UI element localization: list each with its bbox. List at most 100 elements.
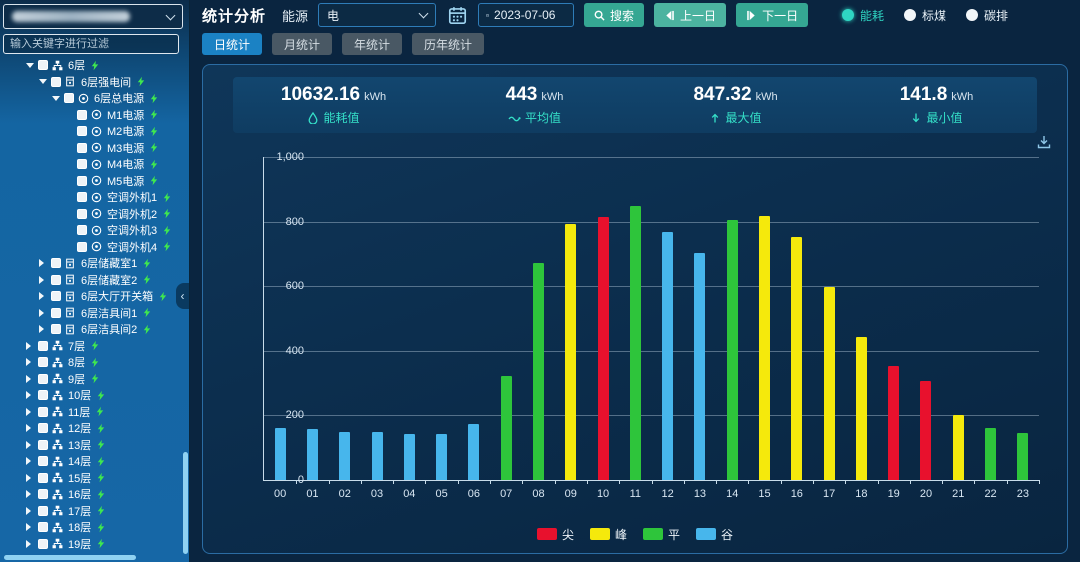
metric-radio[interactable]: 能耗 xyxy=(841,7,884,24)
tree-item[interactable]: 6层洁具间2 xyxy=(0,321,186,338)
metric-radio[interactable]: 标煤 xyxy=(903,7,946,24)
org-select[interactable] xyxy=(3,4,183,29)
tree-item[interactable]: 6层 xyxy=(0,57,186,74)
tab-yearly[interactable]: 年统计 xyxy=(342,33,403,55)
tree-expand-closed-icon[interactable] xyxy=(39,292,47,301)
metric-radio[interactable]: 碳排 xyxy=(965,7,1008,24)
tree-item[interactable]: M3电源 xyxy=(0,140,186,157)
tree-expand-closed-icon[interactable] xyxy=(26,539,34,548)
tree-item[interactable]: 15层 xyxy=(0,470,186,487)
tree-checkbox[interactable] xyxy=(38,373,48,384)
tree-item[interactable]: 6层总电源 xyxy=(0,90,186,107)
tab-monthly[interactable]: 月统计 xyxy=(272,33,333,55)
tree-item[interactable]: 空调外机2 xyxy=(0,206,186,223)
tree-checkbox[interactable] xyxy=(51,307,61,318)
tree-filter-input[interactable] xyxy=(3,34,179,54)
search-button[interactable]: 搜索 xyxy=(584,3,645,27)
legend-item-peak[interactable]: 峰 xyxy=(589,526,627,543)
tree-expand-closed-icon[interactable] xyxy=(26,407,34,416)
legend-item-sharp[interactable]: 尖 xyxy=(536,526,574,543)
tree-item[interactable]: 6层强电间 xyxy=(0,74,186,91)
tree-checkbox[interactable] xyxy=(77,208,87,219)
tree-item[interactable]: 6层大厅开关箱 xyxy=(0,288,186,305)
tree-checkbox[interactable] xyxy=(38,439,48,450)
tree-expand-open-icon[interactable] xyxy=(39,79,47,85)
tree-expand-closed-icon[interactable] xyxy=(26,440,34,449)
tree-expand-closed-icon[interactable] xyxy=(26,424,34,433)
tree-checkbox[interactable] xyxy=(51,324,61,335)
tree-expand-closed-icon[interactable] xyxy=(26,506,34,515)
tree-checkbox[interactable] xyxy=(77,241,87,252)
tree-checkbox[interactable] xyxy=(38,357,48,368)
tree-expand-closed-icon[interactable] xyxy=(26,457,34,466)
tree-item[interactable]: 10层 xyxy=(0,387,186,404)
tree-checkbox[interactable] xyxy=(77,126,87,137)
tree-checkbox[interactable] xyxy=(77,225,87,236)
legend-item-valley[interactable]: 谷 xyxy=(696,526,733,543)
tree-item[interactable]: 18层 xyxy=(0,519,186,536)
tree-checkbox[interactable] xyxy=(51,274,61,285)
tree-checkbox[interactable] xyxy=(77,192,87,203)
tree-item[interactable]: M1电源 xyxy=(0,107,186,124)
tree-checkbox[interactable] xyxy=(38,456,48,467)
tree-item[interactable]: M4电源 xyxy=(0,156,186,173)
tree-expand-closed-icon[interactable] xyxy=(39,275,47,284)
tree-checkbox[interactable] xyxy=(38,60,48,71)
tree-checkbox[interactable] xyxy=(38,505,48,516)
tree-checkbox[interactable] xyxy=(38,538,48,549)
tree-item[interactable]: 空调外机3 xyxy=(0,222,186,239)
tree-checkbox[interactable] xyxy=(77,109,87,120)
tree-item[interactable]: 空调外机1 xyxy=(0,189,186,206)
sidebar-collapse-handle[interactable]: ‹ xyxy=(176,283,189,309)
tree-checkbox[interactable] xyxy=(51,76,61,87)
tree-checkbox[interactable] xyxy=(38,406,48,417)
tree-item[interactable]: 6层洁具间1 xyxy=(0,305,186,322)
tree-expand-closed-icon[interactable] xyxy=(26,374,34,383)
tree-item[interactable]: M2电源 xyxy=(0,123,186,140)
tree-expand-closed-icon[interactable] xyxy=(26,358,34,367)
tree-checkbox[interactable] xyxy=(64,93,74,104)
prev-day-button[interactable]: 上一日 xyxy=(654,3,727,27)
download-chart-button[interactable] xyxy=(1037,135,1051,149)
tree-item[interactable]: 16层 xyxy=(0,486,186,503)
tree-item[interactable]: 17层 xyxy=(0,503,186,520)
tree-checkbox[interactable] xyxy=(38,340,48,351)
tree-checkbox[interactable] xyxy=(38,423,48,434)
tab-daily[interactable]: 日统计 xyxy=(202,33,263,55)
legend-item-flat[interactable]: 平 xyxy=(643,526,680,543)
tree-expand-closed-icon[interactable] xyxy=(26,391,34,400)
tree-item[interactable]: 19层 xyxy=(0,536,186,553)
tree-item[interactable]: 12层 xyxy=(0,420,186,437)
tree-expand-closed-icon[interactable] xyxy=(39,325,47,334)
tree-expand-closed-icon[interactable] xyxy=(39,308,47,317)
tree-item[interactable]: 9层 xyxy=(0,371,186,388)
tree-item[interactable]: 11层 xyxy=(0,404,186,421)
sidebar-vertical-scrollbar[interactable] xyxy=(183,452,188,554)
tree-item[interactable]: 6层储藏室1 xyxy=(0,255,186,272)
date-input[interactable] xyxy=(494,8,567,22)
tree-item[interactable]: 13层 xyxy=(0,437,186,454)
tree-expand-closed-icon[interactable] xyxy=(26,341,34,350)
tree-checkbox[interactable] xyxy=(51,258,61,269)
tree-item[interactable]: 7层 xyxy=(0,338,186,355)
tree-checkbox[interactable] xyxy=(77,142,87,153)
tree-item[interactable]: 8层 xyxy=(0,354,186,371)
tree-checkbox[interactable] xyxy=(51,291,61,302)
tree-checkbox[interactable] xyxy=(38,390,48,401)
tree-expand-closed-icon[interactable] xyxy=(39,259,47,268)
tree-expand-closed-icon[interactable] xyxy=(26,523,34,532)
tree-item[interactable]: 6层储藏室2 xyxy=(0,272,186,289)
tree-expand-open-icon[interactable] xyxy=(26,62,34,68)
tree-expand-open-icon[interactable] xyxy=(52,95,60,101)
tree-checkbox[interactable] xyxy=(38,522,48,533)
tree-item[interactable]: 14层 xyxy=(0,453,186,470)
tree-expand-closed-icon[interactable] xyxy=(26,490,34,499)
tree-checkbox[interactable] xyxy=(38,472,48,483)
tree-item[interactable]: 空调外机4 xyxy=(0,239,186,256)
tree-checkbox[interactable] xyxy=(38,489,48,500)
energy-select[interactable]: 电 xyxy=(318,3,437,27)
sidebar-horizontal-scrollbar[interactable] xyxy=(4,555,136,560)
tree-checkbox[interactable] xyxy=(77,175,87,186)
tab-historical[interactable]: 历年统计 xyxy=(412,33,485,55)
calendar-button[interactable] xyxy=(446,4,468,26)
